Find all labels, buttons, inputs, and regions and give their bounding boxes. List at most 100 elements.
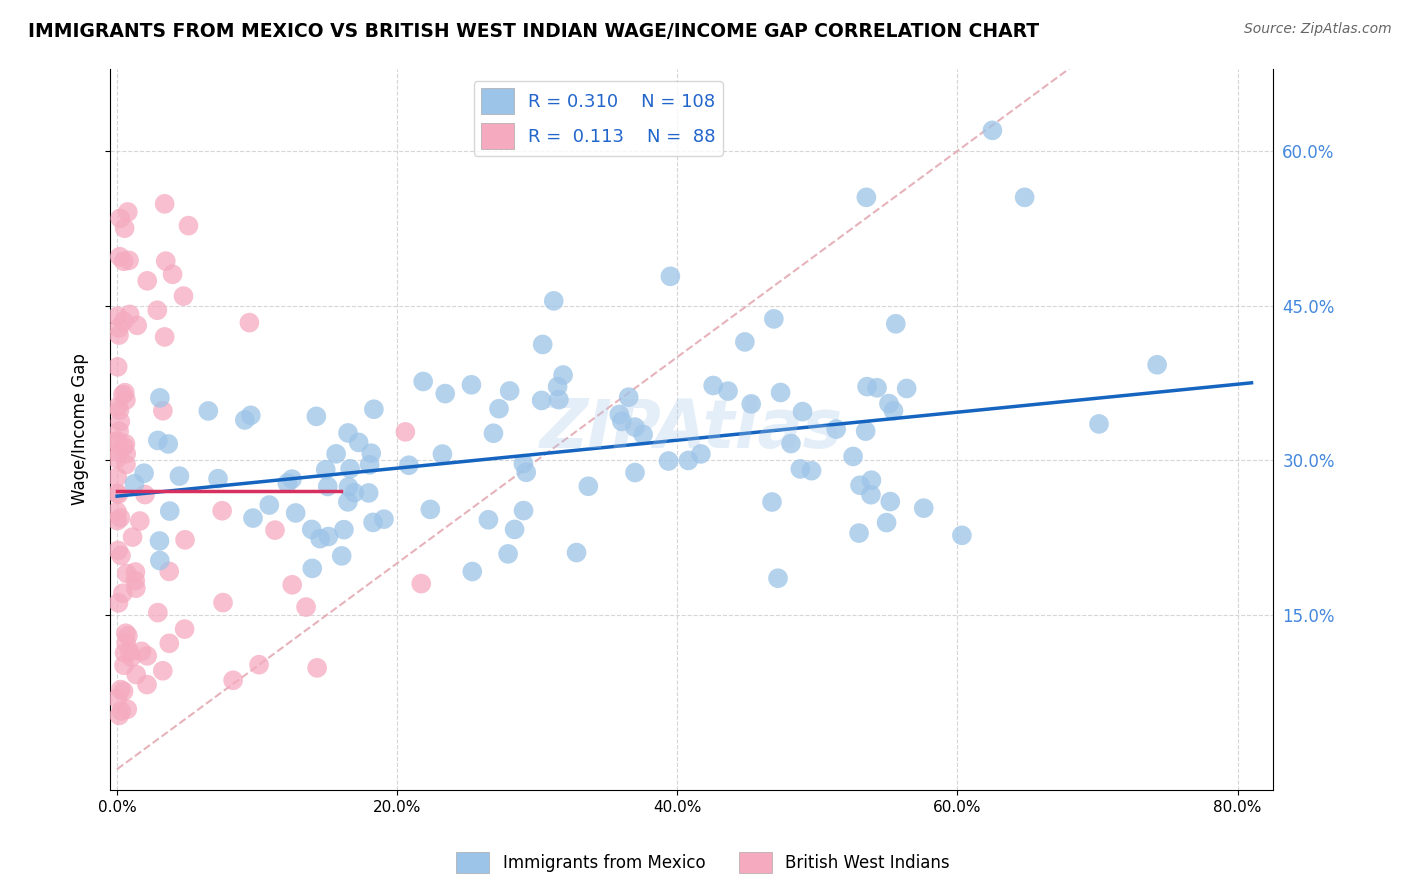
Point bbox=[207, 472, 229, 486]
Point bbox=[111, 387, 134, 401]
Point bbox=[337, 480, 360, 494]
Point bbox=[107, 487, 129, 501]
Point bbox=[849, 478, 872, 492]
Point bbox=[107, 310, 129, 324]
Point bbox=[112, 440, 135, 454]
Point bbox=[912, 501, 935, 516]
Point bbox=[108, 708, 131, 723]
Point bbox=[766, 571, 789, 585]
Point bbox=[284, 506, 307, 520]
Point bbox=[115, 458, 138, 472]
Point bbox=[295, 600, 318, 615]
Point bbox=[108, 250, 131, 264]
Point bbox=[239, 409, 262, 423]
Point bbox=[343, 485, 366, 500]
Point bbox=[115, 447, 138, 461]
Point bbox=[877, 396, 900, 410]
Point bbox=[124, 476, 146, 491]
Point bbox=[105, 451, 128, 466]
Point bbox=[360, 446, 382, 460]
Point bbox=[157, 437, 180, 451]
Point bbox=[146, 303, 169, 318]
Point bbox=[503, 523, 526, 537]
Point bbox=[112, 658, 135, 673]
Point bbox=[717, 384, 740, 398]
Point bbox=[124, 574, 146, 588]
Point bbox=[792, 404, 814, 418]
Point bbox=[173, 622, 195, 636]
Point bbox=[110, 415, 132, 429]
Point bbox=[855, 424, 877, 438]
Point bbox=[125, 581, 148, 595]
Point bbox=[172, 289, 194, 303]
Point bbox=[761, 495, 783, 509]
Point bbox=[114, 626, 136, 640]
Point bbox=[477, 513, 499, 527]
Point bbox=[111, 586, 134, 600]
Point bbox=[361, 516, 384, 530]
Point bbox=[108, 424, 131, 438]
Point bbox=[124, 565, 146, 579]
Point bbox=[155, 254, 177, 268]
Point bbox=[112, 254, 135, 268]
Point bbox=[177, 219, 200, 233]
Point bbox=[769, 385, 792, 400]
Point bbox=[259, 498, 281, 512]
Point bbox=[157, 636, 180, 650]
Point bbox=[336, 495, 359, 509]
Point bbox=[134, 487, 156, 501]
Point bbox=[148, 533, 170, 548]
Point bbox=[512, 457, 534, 471]
Point bbox=[117, 205, 139, 219]
Point bbox=[108, 321, 131, 335]
Point bbox=[107, 445, 129, 459]
Point bbox=[337, 425, 360, 440]
Point bbox=[412, 375, 434, 389]
Point bbox=[855, 190, 877, 204]
Point bbox=[434, 386, 457, 401]
Point bbox=[212, 596, 235, 610]
Point bbox=[461, 565, 484, 579]
Point bbox=[115, 636, 138, 650]
Point bbox=[357, 486, 380, 500]
Point bbox=[610, 414, 633, 428]
Point bbox=[859, 488, 882, 502]
Point bbox=[565, 545, 588, 559]
Point bbox=[301, 561, 323, 575]
Point bbox=[132, 466, 155, 480]
Point bbox=[576, 479, 599, 493]
Point bbox=[498, 384, 520, 398]
Point bbox=[333, 523, 356, 537]
Point bbox=[159, 504, 181, 518]
Point bbox=[118, 308, 141, 322]
Point bbox=[108, 403, 131, 417]
Point bbox=[551, 368, 574, 382]
Point bbox=[153, 330, 176, 344]
Point bbox=[309, 532, 332, 546]
Point bbox=[118, 645, 141, 659]
Point bbox=[114, 646, 136, 660]
Y-axis label: Wage/Income Gap: Wage/Income Gap bbox=[72, 353, 89, 505]
Point bbox=[825, 422, 848, 436]
Point bbox=[242, 511, 264, 525]
Point bbox=[842, 450, 865, 464]
Point bbox=[152, 404, 174, 418]
Point bbox=[879, 494, 901, 508]
Point bbox=[515, 465, 537, 479]
Point bbox=[153, 197, 176, 211]
Point bbox=[115, 566, 138, 581]
Point bbox=[238, 316, 260, 330]
Point bbox=[162, 268, 184, 282]
Point bbox=[120, 650, 142, 665]
Point bbox=[316, 479, 339, 493]
Point bbox=[115, 392, 138, 407]
Point bbox=[121, 530, 143, 544]
Point bbox=[107, 691, 129, 706]
Point bbox=[432, 447, 454, 461]
Point bbox=[762, 311, 785, 326]
Point bbox=[512, 503, 534, 517]
Point bbox=[107, 359, 129, 374]
Point bbox=[1088, 417, 1111, 431]
Point bbox=[419, 502, 441, 516]
Point bbox=[856, 379, 879, 393]
